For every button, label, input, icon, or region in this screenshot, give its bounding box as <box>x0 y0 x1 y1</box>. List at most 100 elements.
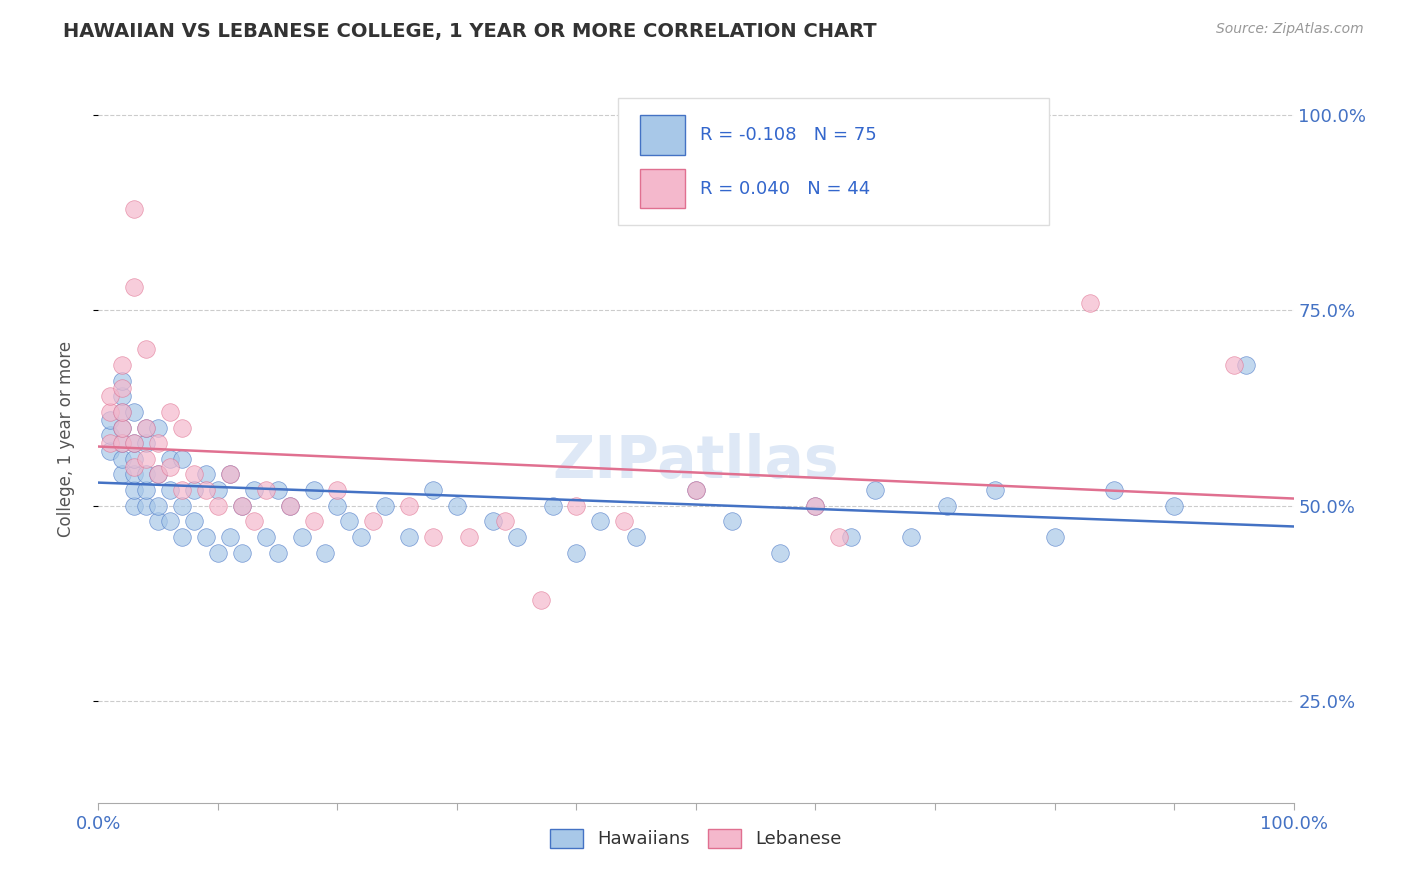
Point <box>111 436 134 450</box>
Point <box>172 451 194 466</box>
FancyBboxPatch shape <box>640 115 685 155</box>
Legend: Hawaiians, Lebanese: Hawaiians, Lebanese <box>543 822 849 855</box>
Point <box>98 389 122 403</box>
Text: R = -0.108   N = 75: R = -0.108 N = 75 <box>700 127 876 145</box>
Point <box>111 358 134 372</box>
Point <box>626 530 648 544</box>
Point <box>183 483 205 497</box>
Point <box>900 530 922 544</box>
Point <box>326 499 349 513</box>
Point <box>363 515 385 529</box>
Point <box>1223 358 1246 372</box>
Point <box>1163 499 1185 513</box>
Point <box>195 483 218 497</box>
Point <box>804 499 827 513</box>
Point <box>135 343 157 357</box>
Point <box>326 483 349 497</box>
Point <box>302 483 325 497</box>
Point <box>589 515 612 529</box>
Point <box>172 499 194 513</box>
Point <box>541 499 564 513</box>
Point <box>1234 358 1257 372</box>
Point <box>183 515 205 529</box>
Point <box>350 530 373 544</box>
Point <box>267 546 290 560</box>
Point <box>613 515 636 529</box>
Point <box>984 483 1007 497</box>
Point <box>148 467 170 482</box>
Point <box>219 467 242 482</box>
Point <box>804 499 827 513</box>
Point <box>159 515 181 529</box>
Point <box>1080 295 1102 310</box>
Point <box>111 436 134 450</box>
Point <box>685 483 707 497</box>
Point <box>398 530 420 544</box>
Point <box>494 515 516 529</box>
Point <box>148 420 170 434</box>
Point <box>124 451 146 466</box>
Point <box>398 499 420 513</box>
Point <box>159 405 181 419</box>
Point <box>135 467 157 482</box>
Point <box>135 451 157 466</box>
Point <box>446 499 468 513</box>
Point <box>243 483 266 497</box>
Point <box>936 499 959 513</box>
Point <box>172 530 194 544</box>
Point <box>254 530 277 544</box>
Point <box>135 436 157 450</box>
Point <box>111 389 134 403</box>
Point <box>219 530 242 544</box>
Point <box>98 405 122 419</box>
Point <box>231 499 253 513</box>
Text: ZIPatllas: ZIPatllas <box>553 433 839 490</box>
Point <box>135 420 157 434</box>
Point <box>207 499 229 513</box>
Point <box>148 499 170 513</box>
Point <box>267 483 290 497</box>
Point <box>231 546 253 560</box>
Point <box>1104 483 1126 497</box>
Point <box>98 428 122 442</box>
Point <box>172 483 194 497</box>
Point <box>183 467 205 482</box>
Point <box>111 382 134 396</box>
Point <box>195 530 218 544</box>
Point <box>768 546 790 560</box>
Point <box>422 530 444 544</box>
Point <box>124 202 146 216</box>
Point <box>124 280 146 294</box>
Point <box>315 546 337 560</box>
Text: Source: ZipAtlas.com: Source: ZipAtlas.com <box>1216 22 1364 37</box>
Point <box>111 467 134 482</box>
Point <box>195 467 218 482</box>
Point <box>111 374 134 388</box>
Point <box>148 436 170 450</box>
Point <box>159 451 181 466</box>
Point <box>135 420 157 434</box>
Point <box>506 530 529 544</box>
Y-axis label: College, 1 year or more: College, 1 year or more <box>56 342 75 537</box>
Point <box>124 459 146 474</box>
Point <box>565 499 588 513</box>
Point <box>207 483 229 497</box>
Point <box>111 420 134 434</box>
Point <box>565 546 588 560</box>
Point <box>254 483 277 497</box>
Point <box>135 499 157 513</box>
Point <box>530 592 553 607</box>
Point <box>374 499 396 513</box>
Point <box>98 413 122 427</box>
Point <box>124 405 146 419</box>
Point <box>231 499 253 513</box>
Point <box>841 530 863 544</box>
Point <box>159 459 181 474</box>
Point <box>1043 530 1066 544</box>
Point <box>98 444 122 458</box>
Point <box>278 499 301 513</box>
Point <box>207 546 229 560</box>
Point <box>339 515 361 529</box>
Point <box>219 467 242 482</box>
Point <box>111 405 134 419</box>
